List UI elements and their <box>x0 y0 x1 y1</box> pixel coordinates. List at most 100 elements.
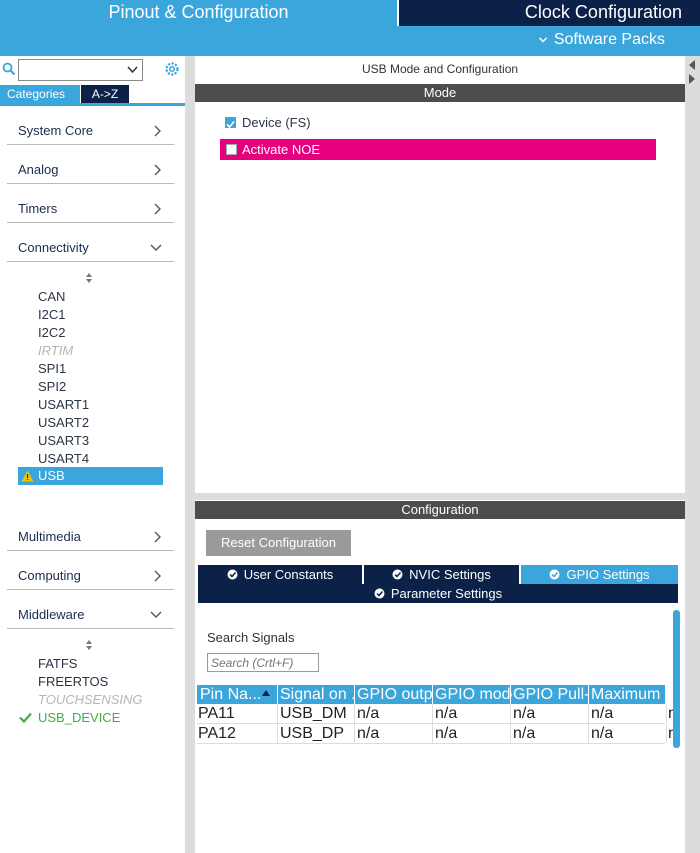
sort-icon[interactable] <box>85 272 93 284</box>
cell: n/a <box>588 724 668 743</box>
configuration-panel: Configuration Reset Configuration User C… <box>195 500 685 853</box>
cell: PA12 <box>198 725 236 742</box>
cell: n <box>666 704 676 723</box>
peripheral-irtim: IRTIM <box>38 343 74 358</box>
category-analog[interactable]: Analog <box>7 157 174 184</box>
column-header-gpio-mode[interactable]: GPIO mode <box>432 685 512 704</box>
activate-noe-row[interactable]: Activate NOE <box>220 139 656 160</box>
table-header: Pin Na... Signal on ... GPIO outp... GPI… <box>197 685 668 704</box>
tab-pinout-configuration[interactable]: Pinout & Configuration <box>0 0 397 26</box>
tab-gpio-settings[interactable]: GPIO Settings <box>521 565 678 584</box>
chevron-right-icon <box>154 531 161 543</box>
cell: n/a <box>432 724 512 743</box>
cell: n <box>666 724 676 743</box>
search-signals-input[interactable] <box>207 653 319 672</box>
column-header-pin-name[interactable]: Pin Na... <box>200 685 275 704</box>
gear-icon[interactable] <box>163 60 181 78</box>
tab-user-constants[interactable]: User Constants <box>198 565 362 584</box>
table-row[interactable]: PA11 USB_DM n/a n/a n/a n/a n <box>197 704 676 724</box>
tab-a-to-z[interactable]: A->Z <box>81 85 129 103</box>
tab-parameter-settings[interactable]: Parameter Settings <box>198 584 678 603</box>
checkmark-icon <box>226 120 235 129</box>
cell: n/a <box>432 704 512 723</box>
tab-label: User Constants <box>243 567 334 582</box>
check-circle-icon <box>392 569 403 580</box>
category-label: System Core <box>18 123 94 138</box>
sort-ascending-icon <box>262 690 270 696</box>
chevron-right-icon <box>154 570 161 582</box>
peripheral-usart1[interactable]: USART1 <box>38 397 90 412</box>
category-label: Connectivity <box>18 240 89 255</box>
configuration-section-header: Configuration <box>195 501 685 519</box>
category-connectivity[interactable]: Connectivity <box>7 235 174 262</box>
sort-icon[interactable] <box>85 639 93 651</box>
mode-panel-title: USB Mode and Configuration <box>361 62 519 76</box>
sidebar: Categories A->Z System Core Analog Timer… <box>0 56 185 853</box>
panel-divider[interactable] <box>185 56 195 853</box>
tab-underline <box>0 103 185 106</box>
chevron-right-icon <box>154 203 161 215</box>
column-header-gpio-pull[interactable]: GPIO Pull-... <box>510 685 590 704</box>
category-label: Multimedia <box>18 529 81 544</box>
check-circle-icon <box>227 569 238 580</box>
collapse-arrows-icon[interactable] <box>687 59 697 87</box>
table-row[interactable]: PA12 USB_DP n/a n/a n/a n/a n <box>197 724 676 744</box>
peripheral-spi1[interactable]: SPI1 <box>38 361 67 376</box>
peripheral-i2c1[interactable]: I2C1 <box>38 307 66 322</box>
chevron-right-icon <box>154 164 161 176</box>
search-icon[interactable] <box>2 62 16 76</box>
cell: USB_DP <box>277 724 356 743</box>
search-signals-label: Search Signals <box>207 630 295 645</box>
category-multimedia[interactable]: Multimedia <box>7 524 174 551</box>
column-header-gpio-output[interactable]: GPIO outp... <box>354 685 434 704</box>
category-label: Middleware <box>18 607 85 622</box>
category-label: Analog <box>18 162 59 177</box>
device-fs-label: Device (FS) <box>242 115 311 130</box>
peripheral-usart2[interactable]: USART2 <box>38 415 90 430</box>
peripheral-i2c2[interactable]: I2C2 <box>38 325 66 340</box>
category-timers[interactable]: Timers <box>7 196 174 223</box>
peripheral-spi2[interactable]: SPI2 <box>38 379 67 394</box>
column-header-maximum[interactable]: Maximum ... <box>588 685 668 704</box>
tab-label: Parameter Settings <box>390 586 503 601</box>
mode-section-header: Mode <box>195 84 685 102</box>
category-label: Computing <box>18 568 81 583</box>
search-dropdown[interactable] <box>18 59 143 81</box>
cell: n/a <box>510 724 590 743</box>
category-middleware[interactable]: Middleware <box>7 602 174 629</box>
cell: n/a <box>510 704 590 723</box>
software-packs-label: Software Packs <box>553 31 665 48</box>
tab-label: GPIO Settings <box>566 567 650 582</box>
software-packs-menu[interactable]: Software Packs <box>538 31 665 49</box>
cell: USB_DM <box>277 704 356 723</box>
tab-nvic-settings[interactable]: NVIC Settings <box>364 565 519 584</box>
vertical-scrollbar[interactable] <box>673 610 680 748</box>
peripheral-usb-selected[interactable]: USB <box>18 467 163 485</box>
middleware-freertos[interactable]: FREERTOS <box>38 674 109 689</box>
category-system-core[interactable]: System Core <box>7 118 174 145</box>
middleware-fatfs[interactable]: FATFS <box>38 656 78 671</box>
tab-categories[interactable]: Categories <box>0 85 80 103</box>
chevron-down-icon <box>127 66 138 74</box>
right-edge-bar <box>685 56 700 853</box>
panel-splitter[interactable] <box>195 493 685 500</box>
column-header-signal[interactable]: Signal on ... <box>277 685 356 704</box>
activate-noe-checkbox[interactable] <box>226 144 237 155</box>
warning-icon <box>21 470 34 482</box>
chevron-down-icon <box>538 37 547 43</box>
activate-noe-label: Activate NOE <box>242 142 321 157</box>
tab-clock-configuration[interactable]: Clock Configuration <box>399 0 700 26</box>
peripheral-usb-label: USB <box>38 468 65 483</box>
peripheral-usart3[interactable]: USART3 <box>38 433 90 448</box>
cell: n/a <box>354 704 434 723</box>
device-fs-checkbox[interactable] <box>225 117 236 129</box>
peripheral-can[interactable]: CAN <box>38 289 66 304</box>
peripheral-usart4[interactable]: USART4 <box>38 451 90 466</box>
reset-configuration-button[interactable]: Reset Configuration <box>206 530 351 556</box>
category-label: Timers <box>18 201 58 216</box>
sub-header-bar: Software Packs <box>0 26 700 56</box>
middleware-touchsensing: TOUCHSENSING <box>38 692 143 707</box>
check-circle-icon <box>374 588 385 599</box>
middleware-usb-device[interactable]: USB_DEVICE <box>38 710 121 725</box>
category-computing[interactable]: Computing <box>7 563 174 590</box>
